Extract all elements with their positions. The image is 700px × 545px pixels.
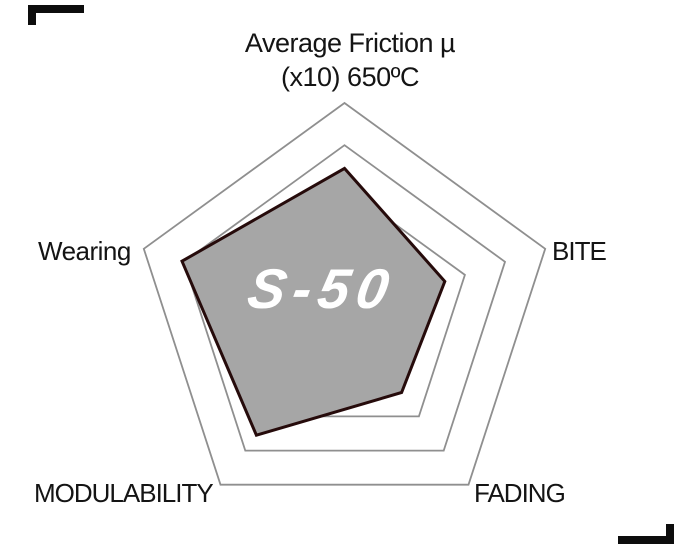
axis-label-wearing: Wearing: [38, 236, 131, 266]
axis-label-top: Average Friction µ (x10) 650ºC: [0, 26, 700, 94]
photo-frame-corner-bottomright-icon: [618, 524, 674, 544]
axis-label-top-line2: (x10) 650ºC: [281, 62, 419, 92]
axis-label-fading: FADING: [474, 478, 566, 508]
grid-ring-level-10: [142, 101, 547, 486]
grid-ring-level-8: [182, 144, 507, 452]
axis-label-top-line1: Average Friction µ: [244, 28, 456, 58]
photo-frame-corner-topleft-icon: [28, 5, 84, 25]
axis-label-bite: BITE: [552, 236, 607, 266]
series-watermark-s50: S-50: [243, 256, 401, 320]
axis-label-modulability: MODULABILITY: [34, 478, 214, 508]
data-polygon-s50: [180, 166, 447, 438]
